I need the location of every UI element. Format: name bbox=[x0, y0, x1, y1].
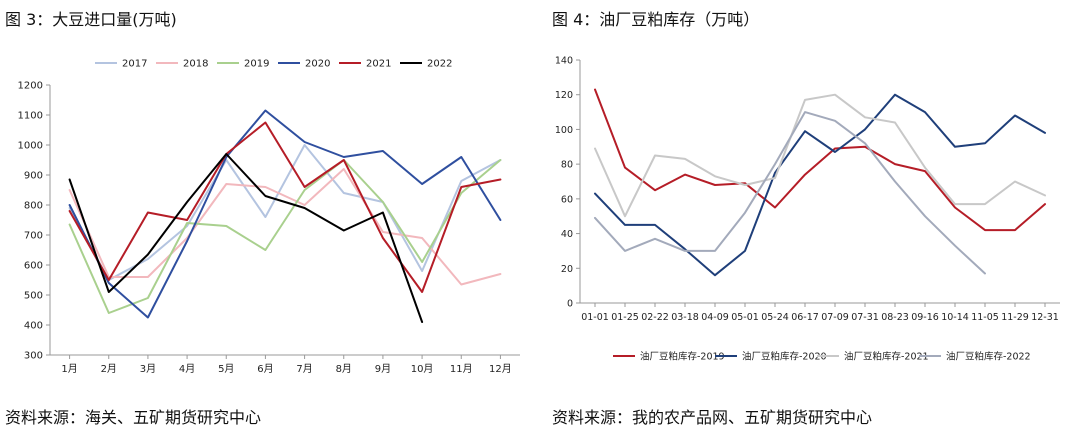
series-line-油厂豆粕库存-2021 bbox=[594, 93, 1046, 218]
y-tick-label: 800 bbox=[24, 201, 43, 212]
x-tick-label: 10-14 bbox=[941, 312, 969, 323]
x-tick-label: 1月 bbox=[61, 363, 77, 375]
x-tick-label: 7月 bbox=[296, 363, 312, 375]
x-tick-label: 11-29 bbox=[1001, 312, 1029, 323]
series-line-2017 bbox=[68, 144, 502, 281]
y-tick-label: 40 bbox=[561, 229, 573, 240]
x-tick-label: 12月 bbox=[489, 363, 512, 375]
right-figure-title: 图 4：油厂豆粕库存（万吨） bbox=[552, 10, 760, 29]
series-line-油厂豆粕库存-2019 bbox=[594, 88, 1046, 232]
legend-label: 2017 bbox=[122, 59, 147, 70]
legend-label: 油厂豆粕库存-2020 bbox=[742, 351, 827, 363]
y-tick-label: 700 bbox=[24, 231, 43, 242]
x-tick-label: 07-31 bbox=[851, 312, 879, 323]
x-tick-label: 11月 bbox=[450, 363, 473, 375]
legend-label: 2018 bbox=[183, 59, 208, 70]
x-tick-label: 03-18 bbox=[671, 312, 699, 323]
left-figure-title: 图 3：大豆进口量(万吨) bbox=[5, 10, 177, 29]
series-line-2018 bbox=[68, 168, 502, 286]
y-tick-label: 120 bbox=[555, 90, 573, 101]
series-line-油厂豆粕库存-2020 bbox=[594, 93, 1046, 277]
y-tick-label: 500 bbox=[24, 291, 43, 302]
x-tick-label: 04-09 bbox=[701, 312, 729, 323]
y-tick-label: 600 bbox=[24, 261, 43, 272]
x-tick-label: 5月 bbox=[218, 363, 234, 375]
y-tick-label: 1000 bbox=[18, 141, 43, 152]
series-line-2021 bbox=[68, 121, 502, 293]
series-line-2020 bbox=[68, 109, 502, 319]
x-tick-label: 09-16 bbox=[911, 312, 939, 323]
y-tick-label: 20 bbox=[561, 264, 573, 275]
x-tick-label: 06-17 bbox=[791, 312, 819, 323]
y-tick-label: 140 bbox=[555, 56, 573, 67]
x-tick-label: 6月 bbox=[257, 363, 273, 375]
soybean-import-chart: 300 400 500 600 700 800 900 1000 1100 1200 1月 2月 3月 4… bbox=[18, 59, 520, 375]
soymeal-inventory-chart: 0 20 40 60 80 100 120 140 01-01 01-25 02-22 03-18 04… bbox=[555, 56, 1060, 363]
legend-label: 2022 bbox=[427, 59, 452, 70]
x-tick-label: 05-01 bbox=[731, 312, 759, 323]
x-tick-label: 07-09 bbox=[821, 312, 849, 323]
x-tick-label: 01-25 bbox=[611, 312, 639, 323]
y-tick-label: 400 bbox=[24, 321, 43, 332]
y-tick-label: 900 bbox=[24, 171, 43, 182]
x-tick-label: 3月 bbox=[140, 363, 156, 375]
x-tick-label: 4月 bbox=[179, 363, 195, 375]
legend-label: 2020 bbox=[305, 59, 330, 70]
y-tick-label: 1100 bbox=[18, 111, 43, 122]
x-tick-label: 9月 bbox=[375, 363, 391, 375]
x-tick-label: 08-23 bbox=[881, 312, 909, 323]
right-figure-source: 资料来源：我的农产品网、五矿期货研究中心 bbox=[552, 408, 873, 427]
x-tick-label: 10月 bbox=[411, 363, 434, 375]
y-tick-label: 60 bbox=[561, 194, 573, 205]
y-tick-label: 0 bbox=[567, 299, 573, 310]
y-tick-label: 1200 bbox=[18, 81, 43, 92]
x-tick-label: 05-24 bbox=[761, 312, 789, 323]
x-tick-label: 02-22 bbox=[641, 312, 669, 323]
legend-label: 油厂豆粕库存-2019 bbox=[640, 351, 725, 363]
x-tick-label: 12-31 bbox=[1031, 312, 1059, 323]
series-line-2019 bbox=[68, 159, 502, 314]
x-tick-label: 8月 bbox=[336, 363, 352, 375]
y-tick-label: 300 bbox=[24, 351, 43, 362]
y-tick-label: 100 bbox=[555, 125, 573, 136]
legend-label: 油厂豆粕库存-2022 bbox=[946, 351, 1031, 363]
legend-label: 2019 bbox=[244, 59, 269, 70]
y-tick-label: 80 bbox=[561, 160, 573, 171]
x-tick-label: 2月 bbox=[101, 363, 117, 375]
series-line-2022 bbox=[68, 153, 424, 323]
legend-label: 油厂豆粕库存-2021 bbox=[844, 351, 929, 363]
series-line-油厂豆粕库存-2022 bbox=[594, 111, 986, 275]
legend-label: 2021 bbox=[366, 59, 391, 70]
x-tick-label: 11-05 bbox=[971, 312, 999, 323]
x-tick-label: 01-01 bbox=[581, 312, 609, 323]
left-figure-source: 资料来源：海关、五矿期货研究中心 bbox=[5, 408, 262, 427]
